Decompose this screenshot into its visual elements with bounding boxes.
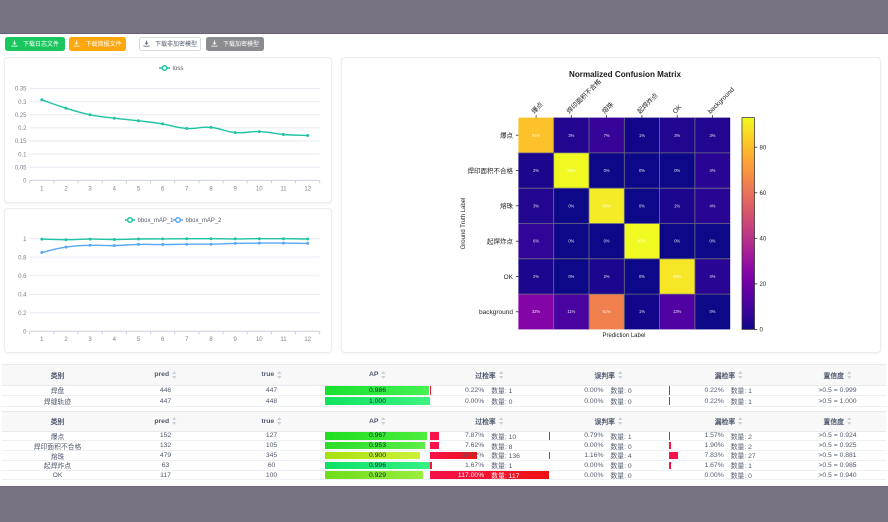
svg-text:3: 3 bbox=[88, 337, 92, 343]
svg-text:10: 10 bbox=[256, 337, 263, 343]
svg-text:11: 11 bbox=[280, 337, 287, 343]
svg-text:1: 1 bbox=[23, 237, 27, 243]
svg-text:0.15: 0.15 bbox=[15, 139, 27, 145]
svg-text:0.2: 0.2 bbox=[18, 311, 27, 317]
svg-text:4%: 4% bbox=[710, 203, 716, 208]
svg-text:5: 5 bbox=[137, 337, 141, 343]
svg-text:32%: 32% bbox=[532, 309, 541, 314]
svg-text:20: 20 bbox=[760, 282, 767, 288]
svg-text:0%: 0% bbox=[710, 239, 716, 244]
svg-text:40: 40 bbox=[760, 237, 767, 243]
svg-text:1: 1 bbox=[40, 337, 44, 343]
svg-text:Ground Truth Label: Ground Truth Label bbox=[461, 198, 467, 250]
svg-text:0.05: 0.05 bbox=[15, 166, 27, 172]
svg-text:0.4: 0.4 bbox=[18, 292, 27, 298]
svg-text:0%: 0% bbox=[568, 203, 574, 208]
svg-text:0%: 0% bbox=[639, 168, 645, 173]
svg-text:7: 7 bbox=[185, 337, 189, 343]
svg-text:Prediction Label: Prediction Label bbox=[602, 333, 645, 339]
svg-text:焊印面积不合格: 焊印面积不合格 bbox=[468, 166, 514, 175]
svg-text:90%: 90% bbox=[602, 203, 611, 208]
svg-text:0.35: 0.35 bbox=[15, 87, 27, 93]
svg-text:0%: 0% bbox=[674, 239, 680, 244]
svg-text:4: 4 bbox=[113, 337, 117, 343]
svg-text:loss: loss bbox=[173, 65, 184, 72]
svg-text:0.6: 0.6 bbox=[18, 274, 27, 280]
svg-text:8: 8 bbox=[209, 187, 213, 193]
svg-text:9: 9 bbox=[234, 187, 238, 193]
svg-text:2: 2 bbox=[64, 337, 68, 343]
svg-text:3%: 3% bbox=[533, 203, 539, 208]
svg-text:3%: 3% bbox=[674, 133, 680, 138]
svg-text:0%: 0% bbox=[674, 168, 680, 173]
svg-text:OK: OK bbox=[672, 103, 684, 115]
svg-text:0%: 0% bbox=[639, 203, 645, 208]
svg-text:60: 60 bbox=[760, 191, 767, 197]
svg-text:12: 12 bbox=[304, 337, 311, 343]
svg-text:0.8: 0.8 bbox=[18, 255, 27, 261]
svg-text:7%: 7% bbox=[604, 133, 610, 138]
svg-text:3%: 3% bbox=[710, 133, 716, 138]
svg-text:4%: 4% bbox=[710, 274, 716, 279]
svg-text:4%: 4% bbox=[710, 168, 716, 173]
svg-text:7: 7 bbox=[185, 187, 189, 193]
svg-text:3%: 3% bbox=[568, 133, 574, 138]
svg-text:2%: 2% bbox=[604, 274, 610, 279]
svg-text:81%: 81% bbox=[532, 133, 541, 138]
svg-text:bbox_mAP_2: bbox_mAP_2 bbox=[186, 218, 223, 224]
svg-text:5: 5 bbox=[137, 187, 141, 193]
svg-text:0%: 0% bbox=[639, 274, 645, 279]
svg-text:爆点: 爆点 bbox=[529, 100, 545, 116]
svg-text:background: background bbox=[479, 309, 513, 316]
svg-text:熔珠: 熔珠 bbox=[600, 100, 616, 116]
svg-text:61%: 61% bbox=[602, 309, 611, 314]
svg-text:11: 11 bbox=[280, 187, 287, 193]
svg-text:2%: 2% bbox=[533, 168, 539, 173]
svg-text:1: 1 bbox=[40, 187, 44, 193]
svg-text:0%: 0% bbox=[568, 239, 574, 244]
svg-text:Normalized Confusion Matrix: Normalized Confusion Matrix bbox=[569, 70, 681, 79]
svg-text:11%: 11% bbox=[567, 309, 575, 314]
svg-text:13%: 13% bbox=[673, 309, 682, 314]
svg-text:0%: 0% bbox=[604, 168, 610, 173]
svg-text:0%: 0% bbox=[568, 274, 574, 279]
svg-text:4: 4 bbox=[113, 187, 117, 193]
svg-text:0.2: 0.2 bbox=[18, 126, 27, 132]
svg-text:10: 10 bbox=[256, 187, 263, 193]
svg-text:6: 6 bbox=[161, 187, 165, 193]
svg-text:OK: OK bbox=[504, 274, 514, 281]
svg-text:6%: 6% bbox=[533, 239, 539, 244]
svg-text:0: 0 bbox=[23, 330, 27, 336]
svg-text:熔珠: 熔珠 bbox=[500, 201, 514, 210]
svg-text:2%: 2% bbox=[533, 274, 539, 279]
svg-text:background: background bbox=[707, 86, 736, 115]
svg-text:起焊炸点: 起焊炸点 bbox=[487, 237, 514, 246]
svg-text:6: 6 bbox=[161, 337, 165, 343]
svg-text:89%: 89% bbox=[673, 274, 682, 279]
svg-text:起焊炸点: 起焊炸点 bbox=[635, 90, 660, 115]
svg-text:爆点: 爆点 bbox=[500, 131, 514, 140]
svg-text:2: 2 bbox=[64, 187, 68, 193]
svg-text:93%: 93% bbox=[638, 239, 647, 244]
svg-text:0%: 0% bbox=[604, 239, 610, 244]
svg-text:bbox_mAP_1: bbox_mAP_1 bbox=[138, 218, 175, 224]
svg-text:焊印面积不合格: 焊印面积不合格 bbox=[564, 77, 603, 116]
svg-text:0: 0 bbox=[23, 179, 27, 185]
svg-text:1%: 1% bbox=[639, 309, 645, 314]
svg-text:1%: 1% bbox=[639, 133, 645, 138]
svg-text:8: 8 bbox=[209, 337, 213, 343]
svg-text:12: 12 bbox=[304, 187, 311, 193]
svg-text:3: 3 bbox=[88, 187, 92, 193]
svg-text:0.3: 0.3 bbox=[18, 100, 27, 106]
svg-text:0: 0 bbox=[760, 328, 764, 334]
svg-text:93%: 93% bbox=[567, 168, 576, 173]
svg-text:0.1: 0.1 bbox=[18, 152, 27, 158]
svg-text:0%: 0% bbox=[710, 309, 716, 314]
svg-text:0.25: 0.25 bbox=[15, 113, 27, 119]
svg-text:80: 80 bbox=[760, 145, 767, 151]
svg-text:2%: 2% bbox=[674, 203, 680, 208]
svg-text:9: 9 bbox=[234, 337, 238, 343]
